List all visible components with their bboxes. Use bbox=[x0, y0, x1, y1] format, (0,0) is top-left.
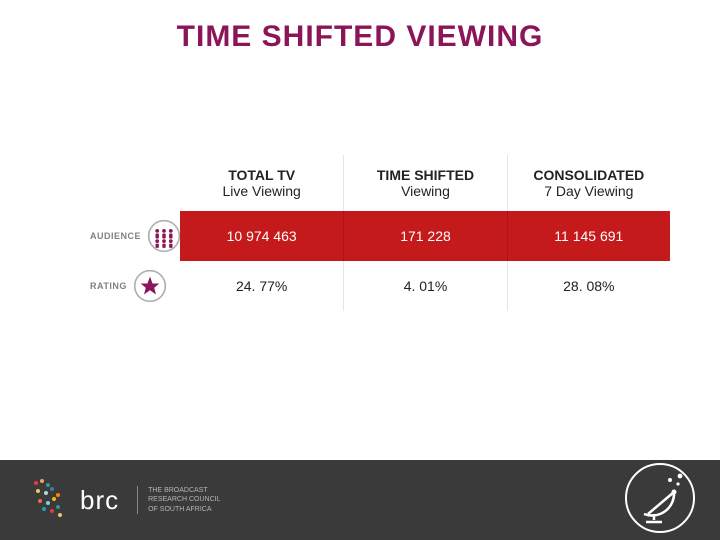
col-header: TIME SHIFTED Viewing bbox=[343, 155, 506, 211]
row-label-text: AUDIENCE bbox=[90, 231, 141, 241]
table-cell: 28. 08% bbox=[507, 261, 670, 311]
brand-subtitle: THE BROADCAST RESEARCH COUNCIL OF SOUTH … bbox=[137, 486, 220, 513]
table-grid: TOTAL TV Live Viewing TIME SHIFTED Viewi… bbox=[180, 155, 670, 311]
col-header: TOTAL TV Live Viewing bbox=[180, 155, 343, 211]
page-title: TIME SHIFTED VIEWING bbox=[0, 0, 720, 54]
data-table: AUDIENCE RATING TOTAL bbox=[90, 155, 670, 311]
row-label-text: RATING bbox=[90, 281, 127, 291]
row-labels: AUDIENCE RATING bbox=[90, 155, 180, 311]
table-cell: 10 974 463 bbox=[180, 211, 343, 261]
satellite-dish-icon bbox=[624, 462, 696, 534]
table-cell: 11 145 691 bbox=[507, 211, 670, 261]
footer-bar: brc THE BROADCAST RESEARCH COUNCIL OF SO… bbox=[0, 460, 720, 540]
table-cell: 4. 01% bbox=[343, 261, 506, 311]
col-header: CONSOLIDATED 7 Day Viewing bbox=[507, 155, 670, 211]
brc-dots-icon bbox=[30, 475, 66, 525]
table-cell: 24. 77% bbox=[180, 261, 343, 311]
star-icon bbox=[133, 269, 167, 303]
people-icon bbox=[147, 219, 181, 253]
brand-text: brc bbox=[80, 485, 119, 516]
table-cell: 171 228 bbox=[343, 211, 506, 261]
row-label-rating: RATING bbox=[90, 261, 180, 311]
row-label-audience: AUDIENCE bbox=[90, 211, 180, 261]
